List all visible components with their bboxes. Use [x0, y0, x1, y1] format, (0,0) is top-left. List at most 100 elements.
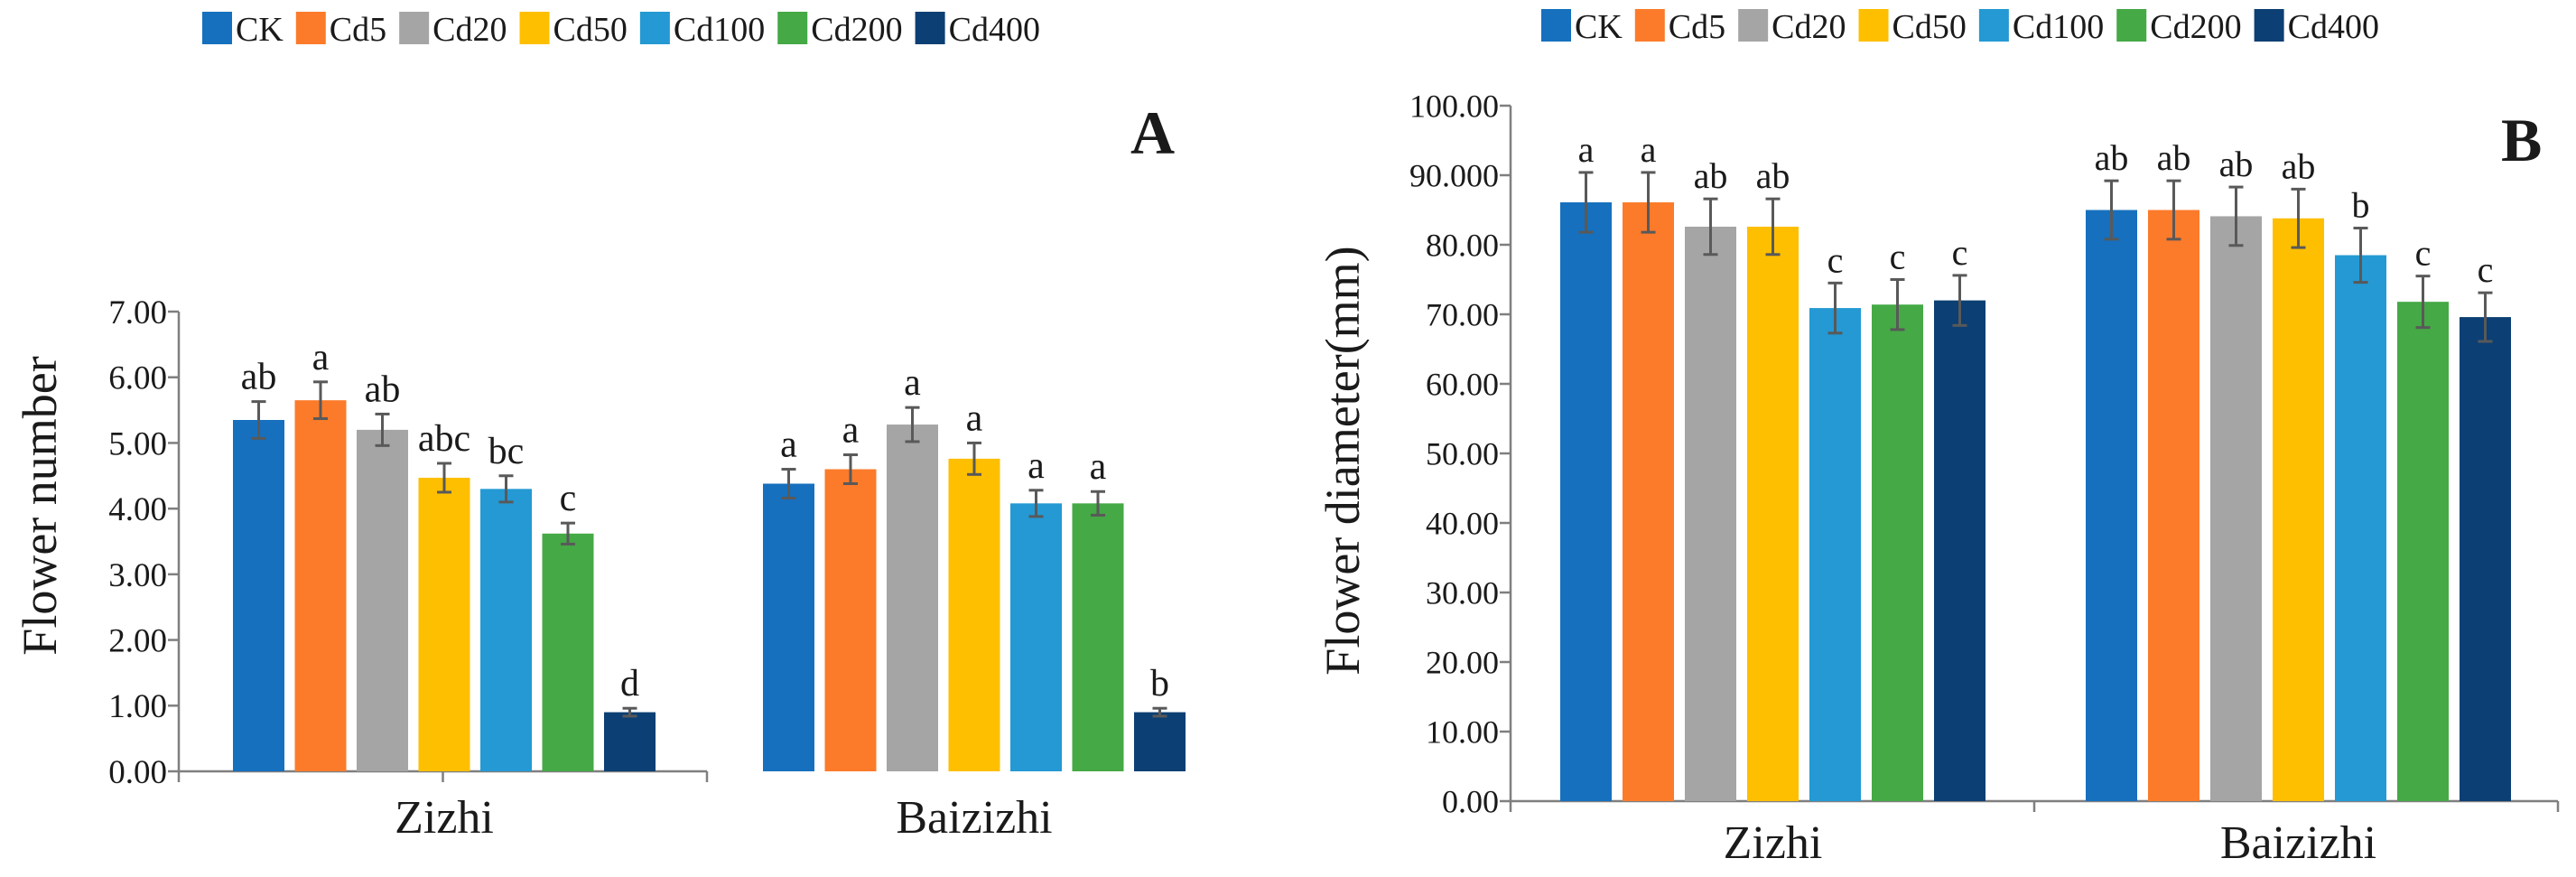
- bar-baizizhi-cd50: [948, 458, 1000, 771]
- error-bar-zizhi-cd200: [561, 521, 575, 546]
- significance-letter-baizizhi-cd100: b: [2352, 185, 2370, 226]
- bar-baizizhi-cd200: [1072, 503, 1124, 771]
- bar-zizhi-ck: [1560, 202, 1612, 801]
- bar-zizhi-cd50: [1747, 226, 1799, 802]
- x-category-label-baizizhi: Baizizhi: [896, 792, 1052, 844]
- significance-letter-zizhi-cd400: d: [620, 663, 639, 704]
- significance-letter-baizizhi-cd20: ab: [2219, 144, 2254, 184]
- y-tick-label: 0.00: [108, 754, 167, 791]
- bar-zizhi-cd200: [542, 533, 594, 771]
- legend-swatch-cd100: [639, 12, 670, 44]
- error-bar-zizhi-cd5: [313, 380, 328, 421]
- significance-letter-zizhi-cd200: c: [560, 478, 577, 519]
- significance-letter-baizizhi-ck: ab: [2095, 137, 2129, 178]
- significance-letter-zizhi-cd400: c: [1952, 232, 1968, 273]
- error-bar-zizhi-ck: [251, 400, 266, 440]
- bar-baizizhi-ck: [2086, 210, 2137, 801]
- error-bar-zizhi-cd50: [1765, 197, 1781, 257]
- significance-letter-zizhi-cd200: c: [1890, 237, 1906, 277]
- y-tick-label: 20.00: [1426, 645, 1499, 681]
- significance-letter-zizhi-cd50: ab: [1756, 155, 1790, 196]
- legend-swatch-cd50: [519, 12, 550, 44]
- error-bar-baizizhi-cd50: [967, 441, 981, 476]
- bar-baizizhi-ck: [763, 483, 814, 771]
- y-tick-label: 40.00: [1426, 506, 1499, 542]
- x-category-label-baizizhi: Baizizhi: [2220, 817, 2376, 869]
- legend-label-cd200: Cd200: [2150, 8, 2241, 46]
- error-bar-zizhi-cd20: [1703, 197, 1718, 257]
- axes: 0.00 1.00 2.00 3.00 4.00 5.00 6.00 7.00: [108, 294, 709, 791]
- legend-label-cd400: Cd400: [949, 11, 1040, 49]
- significance-letter-baizizhi-cd5: ab: [2157, 137, 2191, 178]
- bar-zizhi-cd400: [604, 712, 656, 771]
- error-bar-baizizhi-cd50: [2291, 187, 2306, 249]
- legend-swatch-cd200: [2116, 9, 2147, 42]
- legend-swatch-cd20: [399, 12, 430, 44]
- error-bar-zizhi-cd100: [498, 474, 514, 504]
- bar-zizhi-cd5: [1623, 202, 1674, 801]
- error-bar-zizhi-cd20: [375, 412, 390, 447]
- significance-letter-zizhi-cd5: a: [1641, 129, 1657, 170]
- legend-swatch-ck: [202, 12, 232, 44]
- significance-letter-zizhi-cd20: ab: [1694, 155, 1728, 196]
- bar-zizhi-cd20: [357, 429, 408, 771]
- error-bar-baizizhi-cd100: [2353, 227, 2368, 285]
- error-bar-baizizhi-cd100: [1028, 489, 1044, 518]
- error-bar-baizizhi-cd20: [905, 406, 920, 443]
- bar-baizizhi-cd400: [2460, 317, 2511, 802]
- y-axis-title: Flower diameter(mm): [1316, 246, 1370, 675]
- y-tick-label: 1.00: [108, 688, 167, 725]
- y-tick-label: 100.00: [1409, 89, 1499, 125]
- bar-baizizhi-cd100: [2335, 255, 2386, 801]
- panel-label: A: [1130, 98, 1175, 167]
- legend: CK Cd5 Cd20 Cd50 Cd100 Cd200 Cd400: [1541, 8, 2379, 46]
- y-tick-label: 7.00: [108, 294, 167, 331]
- y-tick-label: 6.00: [108, 360, 167, 397]
- error-bar-baizizhi-cd200: [2415, 275, 2431, 330]
- bar-baizizhi-cd400: [1134, 712, 1186, 771]
- significance-letter-baizizhi-cd50: ab: [2282, 145, 2316, 186]
- significance-letter-baizizhi-ck: a: [780, 425, 797, 466]
- bar-zizhi-cd5: [294, 400, 347, 771]
- error-bar-zizhi-ck: [1578, 171, 1594, 234]
- bar-zizhi-cd400: [1934, 300, 1985, 802]
- error-bar-baizizhi-cd400: [2478, 291, 2493, 343]
- legend-swatch-cd50: [1858, 9, 1889, 42]
- axes: 0.00 10.00 20.00 30.00 40.00 50.00 60.00 70.00 8…: [1409, 89, 2560, 820]
- bar-baizizhi-cd20: [2210, 216, 2262, 801]
- error-bar-baizizhi-cd20: [2228, 185, 2244, 247]
- significance-letter-zizhi-cd20: ab: [365, 369, 401, 410]
- legend-label-ck: CK: [236, 11, 284, 49]
- legend-swatch-cd400: [2254, 9, 2284, 42]
- bar-zizhi-ck: [233, 419, 284, 771]
- significance-letter-baizizhi-cd400: c: [2478, 249, 2494, 290]
- error-bar-baizizhi-cd400: [1152, 706, 1167, 718]
- chart-panel-a: CK Cd5 Cd20 Cd50 Cd100 Cd200 Cd400 A Flower numb…: [13, 11, 1186, 844]
- error-bar-zizhi-cd5: [1641, 171, 1656, 234]
- y-tick-label: 10.00: [1426, 714, 1499, 751]
- bar-zizhi-cd100: [1809, 308, 1861, 801]
- legend-label-cd20: Cd20: [1772, 8, 1846, 46]
- y-tick-label: 50.00: [1426, 436, 1499, 472]
- y-tick-label: 70.00: [1426, 297, 1499, 333]
- y-tick-label: 0.00: [1442, 784, 1499, 820]
- legend-swatch-ck: [1541, 9, 1571, 42]
- error-bar-zizhi-cd400: [1952, 274, 1967, 327]
- significance-letter-zizhi-cd100: bc: [488, 431, 525, 472]
- bar-zizhi-cd100: [480, 489, 532, 771]
- significance-letter-zizhi-cd50: abc: [418, 418, 470, 460]
- legend-label-cd50: Cd50: [553, 11, 628, 49]
- legend-label-ck: CK: [1575, 8, 1623, 46]
- significance-letter-zizhi-ck: ab: [241, 357, 277, 398]
- bar-zizhi-cd50: [418, 477, 470, 771]
- error-bar-baizizhi-cd5: [843, 453, 858, 486]
- significance-letter-baizizhi-cd200: c: [2415, 233, 2432, 274]
- legend-swatch-cd200: [777, 12, 808, 44]
- significance-letter-baizizhi-cd100: a: [1028, 445, 1045, 487]
- bar-baizizhi-cd200: [2397, 302, 2449, 801]
- legend-swatch-cd5: [1634, 9, 1665, 42]
- y-axis-title: Flower number: [13, 356, 67, 655]
- bar-zizhi-cd200: [1872, 304, 1923, 802]
- error-bar-zizhi-cd100: [1827, 281, 1843, 335]
